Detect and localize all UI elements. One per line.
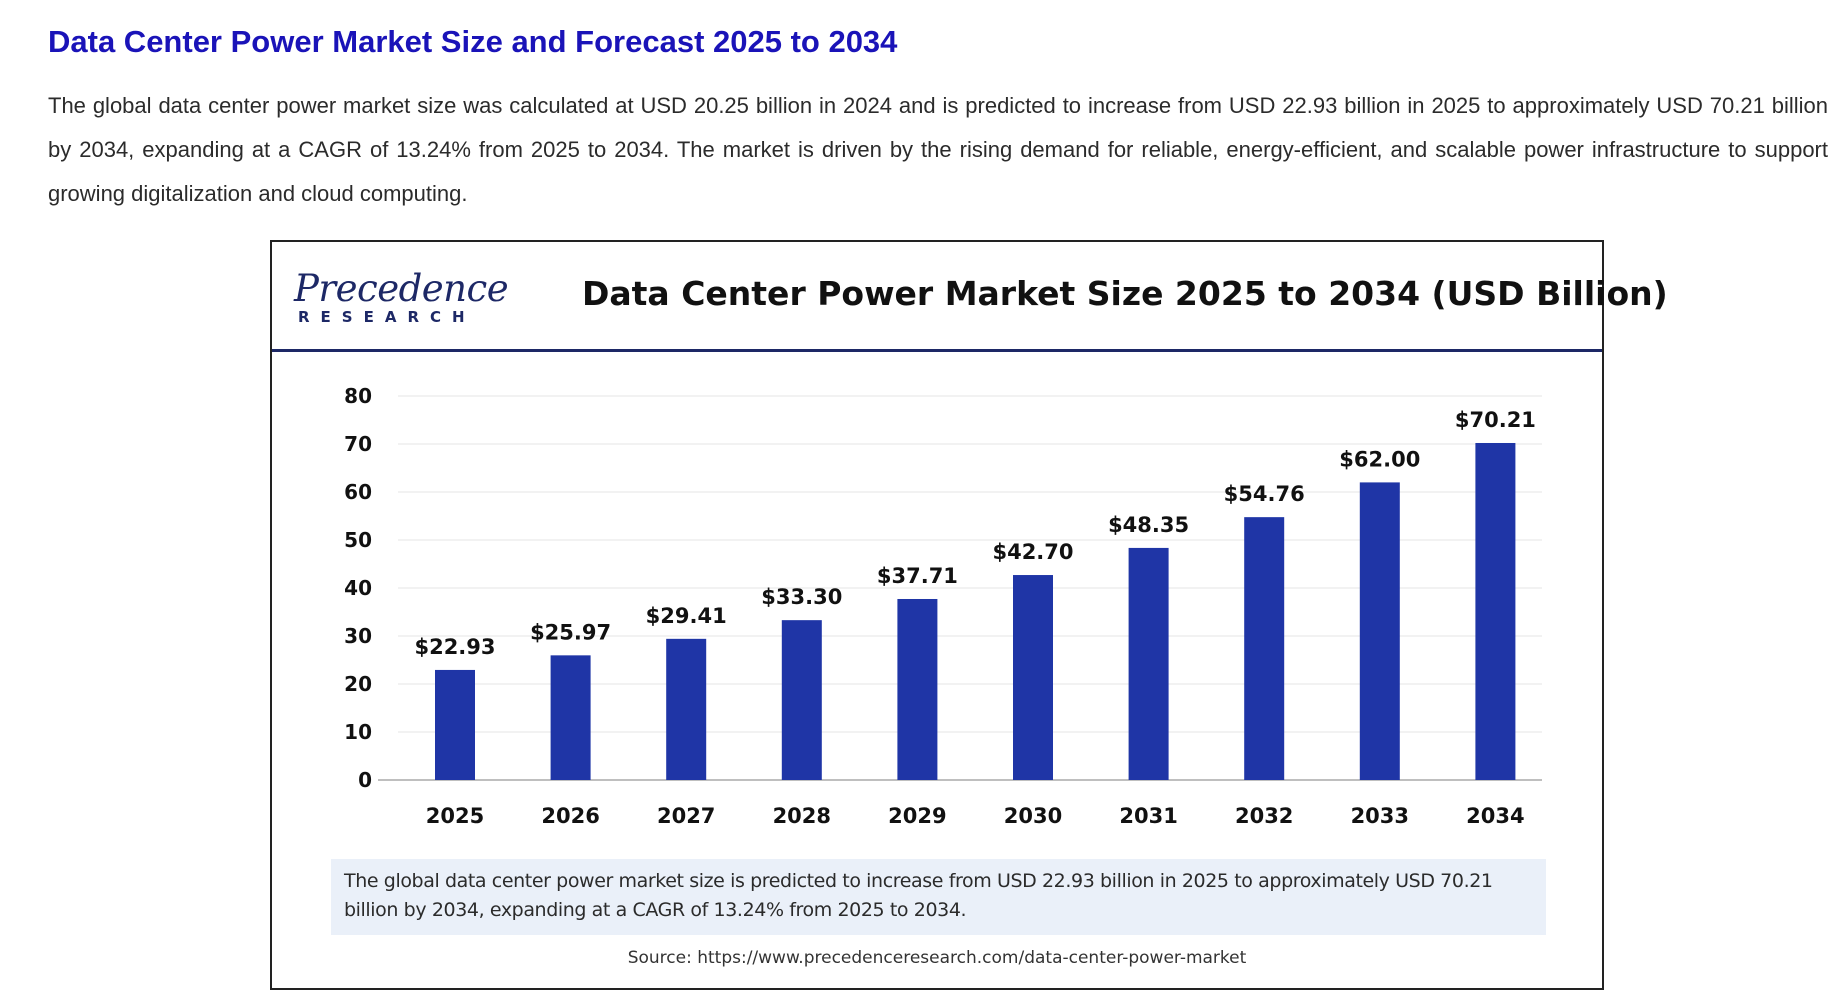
bar [897,598,938,780]
x-tick-label: 2026 [541,804,599,828]
y-tick-label: 30 [344,624,372,648]
bar [1128,547,1169,780]
article-body: The global data center power market size… [48,93,1828,206]
x-tick-label: 2025 [426,804,484,828]
y-tick-label: 70 [344,432,372,456]
bar [550,655,591,780]
data-label: $37.71 [877,564,958,588]
logo-subtitle: RESEARCH [298,308,476,326]
x-tick-label: 2029 [888,804,946,828]
data-label: $42.70 [992,540,1073,564]
figure-header: Precedence RESEARCH Data Center Power Ma… [272,242,1668,352]
precedence-research-logo: Precedence RESEARCH [294,270,514,330]
bar [1359,482,1400,780]
chart-caption: The global data center power market size… [331,859,1546,935]
y-tick-label: 50 [344,528,372,552]
data-label: $22.93 [414,635,495,659]
x-tick-label: 2032 [1235,804,1293,828]
bar [435,669,475,780]
bar [1475,442,1516,780]
x-tick-label: 2034 [1466,804,1524,828]
chart-source: Source: https://www.precedenceresearch.c… [627,948,1247,968]
data-label: $48.35 [1108,513,1189,537]
x-tick-label: 2030 [1004,804,1062,828]
bar-chart: 01020304050607080$22.932025$25.972026$29… [344,384,1542,828]
bar [666,638,707,780]
article-title: Data Center Power Market Size and Foreca… [48,24,898,59]
logo-wordmark: Precedence [294,267,509,310]
y-tick-label: 0 [358,768,372,792]
y-tick-label: 80 [344,384,372,408]
bar [781,620,822,780]
data-label: $33.30 [761,585,842,609]
bar [1013,575,1053,780]
chart-figure: Precedence RESEARCH Data Center Power Ma… [270,240,1668,990]
data-label: $54.76 [1224,482,1305,506]
x-tick-label: 2033 [1351,804,1409,828]
y-tick-label: 60 [344,480,372,504]
bar [1244,517,1285,780]
data-label: $62.00 [1339,447,1420,471]
x-tick-label: 2028 [773,804,831,828]
chart-title: Data Center Power Market Size 2025 to 20… [582,274,1668,313]
x-tick-label: 2031 [1119,804,1177,828]
y-tick-label: 10 [344,720,372,744]
data-label: $29.41 [646,604,727,628]
y-tick-label: 20 [344,672,372,696]
data-label: $70.21 [1455,408,1536,432]
x-tick-label: 2027 [657,804,715,828]
data-label: $25.97 [530,620,611,644]
y-tick-label: 40 [344,576,372,600]
